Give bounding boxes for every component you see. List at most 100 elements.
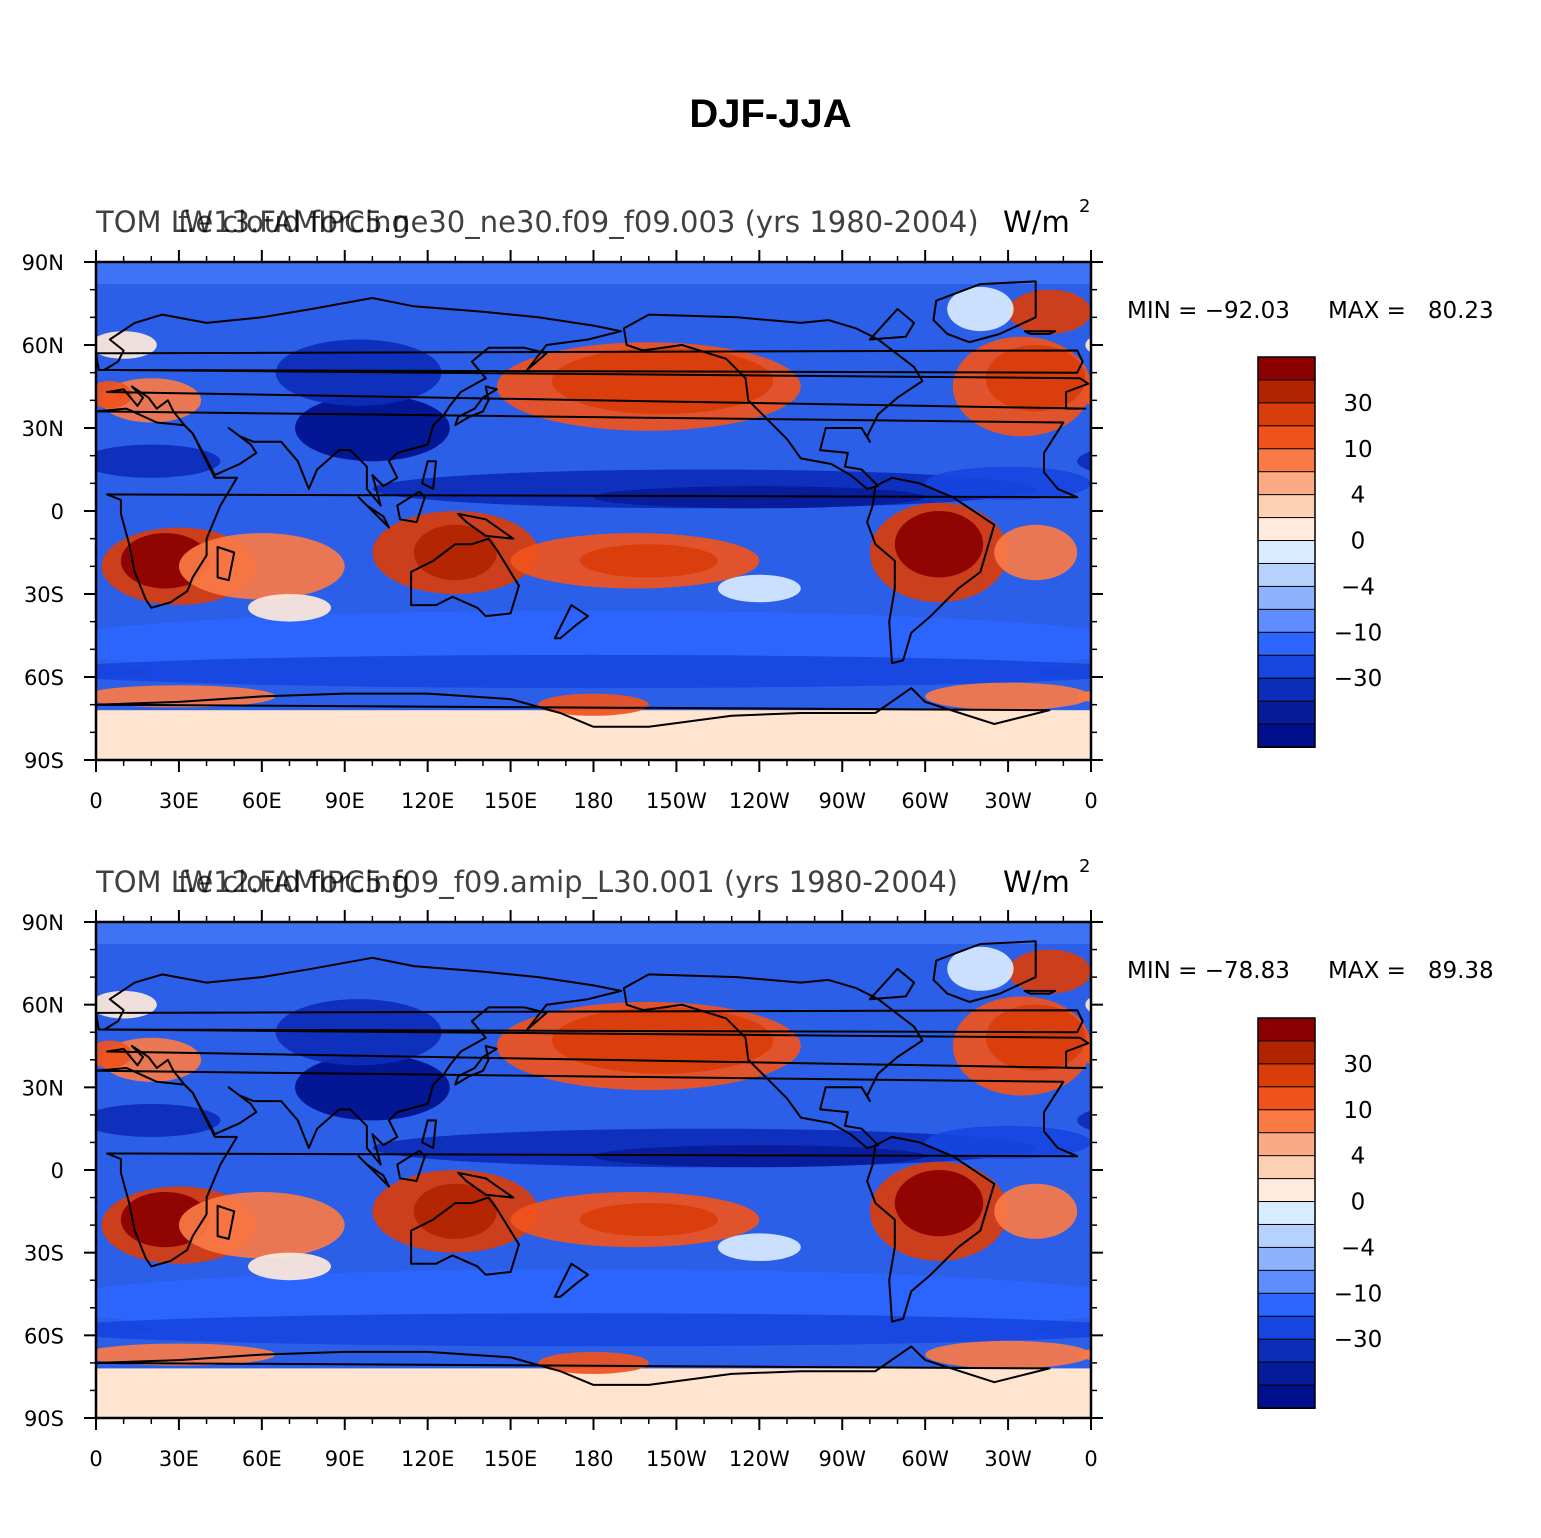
contour-blob [13, 290, 96, 334]
contour-blob [925, 1125, 1091, 1159]
contour-blob [96, 629, 152, 659]
colorbar-swatch [1257, 471, 1316, 496]
panel-center-title: f.e12.FAMIPC5.f09_f09.amip_L30.001 (yrs … [178, 865, 958, 899]
panel-units-superscript: 2 [1079, 856, 1090, 877]
colorbar-swatch [1257, 379, 1316, 404]
colorbar-swatch [1257, 562, 1316, 588]
contour-blob [0, 470, 41, 509]
colorbar-label: −4 [1341, 574, 1375, 600]
contour-blob [1082, 384, 1091, 406]
contour-blob [248, 594, 331, 622]
contour-blob [1077, 690, 1091, 703]
coastline-namerica [622, 313, 924, 490]
contour-blob [0, 1129, 41, 1168]
coastline-nz [553, 604, 589, 640]
contour-blob [96, 1287, 152, 1317]
contour-blob [1533, 1352, 1541, 1374]
colorbar-swatch [1257, 1178, 1316, 1203]
colorbar: 30 10 4 0 −4 −10 −30 [1257, 1017, 1383, 1410]
x-tick-label: 90W [819, 789, 867, 813]
x-tick-label: 180 [573, 789, 613, 813]
contour-blob [178, 533, 345, 600]
coastline-borneo [396, 1149, 426, 1182]
y-tick-label: 60N [22, 994, 64, 1018]
map-panel-bottom: 0 30E 60E 90E 120E 150E 180 150W 120W 90W 60W 30W 0 9… [0, 856, 1541, 1471]
panel-center-title: f.e13.FAMIPC5.ne30_ne30.f09_f09.003 (yrs… [178, 205, 979, 239]
coastline-antarctica [96, 1345, 1051, 1418]
colorbar-swatch [1257, 1269, 1316, 1295]
coastline-iceland [1023, 989, 1057, 995]
colorbar-swatch [1257, 1063, 1316, 1088]
panel-units-superscript: 2 [1079, 196, 1090, 217]
contour-blob [1367, 1129, 1541, 1168]
stat-max: MAX = 89.38 [1328, 958, 1494, 984]
contour-blob [1533, 694, 1541, 716]
contour-blob [0, 503, 13, 603]
contour-blob [413, 524, 497, 581]
colorbar-swatch [1257, 494, 1316, 519]
coastline-australia [410, 537, 520, 618]
colorbar-swatch [1257, 356, 1316, 381]
colorbar-label: −30 [1334, 1327, 1383, 1353]
x-tick-label: 0 [89, 789, 102, 813]
colorbar-swatch [1257, 1155, 1316, 1180]
x-tick-label: 150W [646, 1447, 707, 1471]
coastline-borneo [396, 490, 426, 524]
colorbar-label: 10 [1343, 1098, 1372, 1124]
y-tick-label: 30N [22, 417, 64, 441]
y-tick-label: 30S [24, 1242, 64, 1266]
colorbar-swatch [1257, 723, 1316, 748]
x-tick-label: 120W [729, 1447, 790, 1471]
colorbar-swatch [1257, 1361, 1316, 1387]
contour-blob [994, 1183, 1078, 1239]
coastline-africa [96, 407, 1079, 609]
contour-field [0, 262, 1541, 760]
contour-blob [1367, 1170, 1533, 1253]
colorbar-swatch [1257, 402, 1316, 427]
contour-blob [248, 1252, 331, 1281]
contour-blob [96, 990, 157, 1019]
contour-blob [579, 1203, 718, 1237]
contour-blob [947, 286, 1014, 332]
contour-blob [1116, 533, 1204, 588]
colorbar-swatch [1257, 1201, 1316, 1226]
contour-blob [1492, 1002, 1541, 1090]
colorbar-swatch [1257, 1292, 1316, 1318]
panel-units: W/m [1003, 865, 1070, 899]
x-tick-label: 60W [901, 789, 949, 813]
contour-blob [0, 525, 82, 580]
contour-blob [0, 947, 19, 991]
contour-blob [96, 331, 157, 359]
y-tick-label: 60S [24, 666, 64, 690]
arctic-band [96, 262, 1091, 284]
contour-blob [96, 1313, 1091, 1347]
contour-blob [1085, 997, 1091, 1013]
colorbar-swatch [1257, 608, 1316, 634]
colorbar-label: 0 [1351, 529, 1366, 555]
x-tick-label: 150E [484, 1447, 537, 1471]
contour-blob [96, 1040, 132, 1069]
y-tick-label: 90S [24, 749, 64, 773]
colorbar-swatch [1257, 1384, 1316, 1410]
contour-blob [1077, 1110, 1091, 1131]
antarctic-field [96, 1368, 1091, 1418]
y-tick-label: 30S [24, 583, 64, 607]
contour-blob [1035, 629, 1091, 659]
colorbar-swatch [1257, 1246, 1316, 1272]
contour-blob [96, 1343, 276, 1366]
contour-blob [1506, 1192, 1541, 1247]
colorbar-label: 10 [1343, 437, 1372, 463]
contour-blob [538, 693, 649, 716]
panel-units: W/m [1003, 205, 1070, 239]
x-tick-label: 180 [573, 1447, 613, 1471]
coastline-africa [96, 1067, 1079, 1268]
coastline-uk [96, 1009, 1084, 1034]
x-tick-label: 60W [901, 1447, 949, 1471]
coastline-samerica [866, 476, 996, 665]
contour-blob [925, 682, 1091, 711]
colorbar-label: −4 [1341, 1235, 1375, 1261]
panel-left-title: TOM LW cloud forcing [95, 865, 410, 899]
contour-blob [717, 1233, 801, 1261]
antarctic-field [96, 710, 1091, 760]
coastline-baffin [868, 967, 916, 1001]
